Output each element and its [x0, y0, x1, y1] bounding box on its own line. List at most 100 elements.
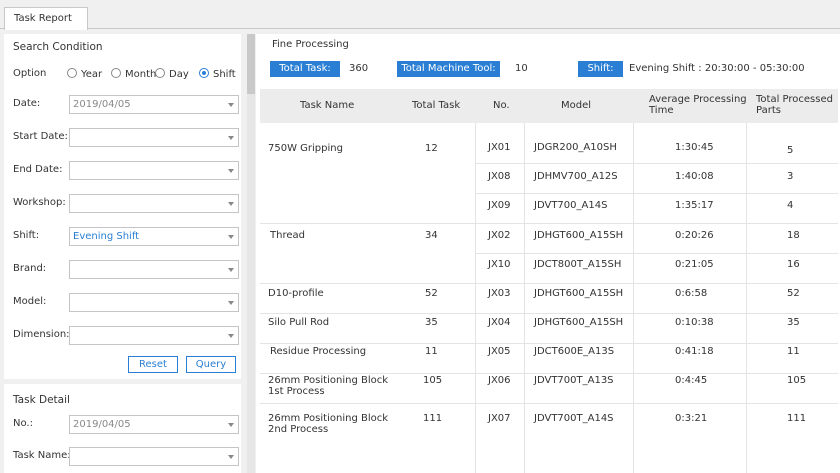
shift-label: Shift: — [13, 230, 40, 241]
row-model: JDCT600E_A13S — [534, 346, 615, 357]
start-date-select[interactable] — [69, 128, 239, 147]
radio-day-dot[interactable] — [155, 68, 165, 78]
row-divider — [260, 373, 838, 374]
header-avg-time-line2: Time — [649, 105, 674, 116]
task-detail-panel: Task Detail No.: 2019/04/05 Task Name: — [4, 384, 241, 473]
row-divider — [260, 313, 838, 314]
brand-select[interactable] — [69, 260, 239, 279]
model-label: Model: — [13, 296, 47, 307]
col-divider — [475, 123, 476, 473]
task-name-select[interactable] — [69, 447, 239, 466]
row-no: JX07 — [488, 413, 511, 424]
radio-day[interactable]: Day — [155, 68, 189, 80]
col-divider — [524, 123, 525, 473]
row-model: JDVT700T_A14S — [534, 413, 614, 424]
table-row: JX02 JDHGT600_A15SH 0:20:26 18 — [256, 230, 840, 242]
row-parts: 105 — [787, 375, 807, 386]
row-divider — [260, 403, 838, 404]
row-divider — [260, 283, 838, 284]
radio-month-dot[interactable] — [111, 68, 121, 78]
group-total-task: 111 — [423, 413, 443, 424]
row-time: 0:4:45 — [675, 375, 708, 386]
group-task-name: D10-profile — [268, 288, 324, 299]
workshop-row: Workshop: — [13, 194, 241, 214]
row-parts: 35 — [787, 317, 800, 328]
row-time: 0:10:38 — [675, 317, 714, 328]
left-scrollbar[interactable] — [247, 34, 255, 473]
row-parts: 16 — [787, 259, 800, 270]
row-divider — [475, 193, 838, 194]
table-row: JX03 JDHGT600_A15SH 0:6:58 52 — [256, 288, 840, 300]
header-no: No. — [493, 100, 510, 111]
option-label: Option — [13, 68, 47, 79]
group-total-task: 35 — [425, 317, 438, 328]
group-task-name: 26mm Positioning Block 2nd Process — [268, 413, 388, 435]
radio-year-dot[interactable] — [67, 68, 77, 78]
radio-shift-dot[interactable] — [199, 68, 209, 78]
group-total-task: 11 — [425, 346, 438, 357]
date-value: 2019/04/05 — [73, 99, 131, 110]
row-time: 1:30:45 — [675, 142, 714, 153]
header-avg-time-line1: Average Processing — [649, 94, 747, 105]
radio-shift[interactable]: Shift — [199, 68, 236, 80]
tab-task-report[interactable]: Task Report — [4, 7, 88, 30]
end-date-label: End Date: — [13, 164, 63, 175]
brand-row: Brand: — [13, 260, 241, 280]
row-time: 0:21:05 — [675, 259, 714, 270]
shift-select[interactable]: Evening Shift — [69, 227, 239, 246]
workshop-select[interactable] — [69, 194, 239, 213]
row-no: JX05 — [488, 346, 511, 357]
no-row: No.: 2019/04/05 — [13, 415, 241, 435]
workshop-label: Workshop: — [13, 197, 66, 208]
chevron-down-icon — [228, 423, 234, 427]
left-scrollbar-thumb[interactable] — [247, 34, 255, 94]
end-date-row: End Date: — [13, 161, 241, 181]
group-task-name-line2: 2nd Process — [268, 424, 329, 435]
no-value: 2019/04/05 — [73, 419, 131, 430]
row-divider — [475, 253, 838, 254]
row-time: 0:20:26 — [675, 230, 714, 241]
row-model: JDGR200_A10SH — [534, 142, 617, 153]
row-model: JDVT700T_A13S — [534, 375, 614, 386]
group-task-name-line1: 26mm Positioning Block — [268, 413, 389, 424]
no-select[interactable]: 2019/04/05 — [69, 415, 239, 434]
header-parts: Total Processed Parts — [756, 94, 833, 116]
row-time: 1:35:17 — [675, 200, 714, 211]
report-panel: Fine Processing Total Task: 360 Total Ma… — [256, 34, 840, 473]
reset-button[interactable]: Reset — [128, 356, 178, 373]
table-row: JX09 JDVT700_A14S 1:35:17 4 — [256, 200, 840, 212]
task-name-row: Task Name: — [13, 447, 241, 467]
date-row: Date: 2019/04/05 — [13, 95, 241, 115]
row-time: 0:6:58 — [675, 288, 708, 299]
radio-year[interactable]: Year — [67, 68, 102, 80]
radio-month-label: Month — [125, 69, 157, 80]
chevron-down-icon — [228, 455, 234, 459]
search-condition-title: Search Condition — [13, 41, 103, 53]
table-row: JX06 JDVT700T_A13S 0:4:45 105 — [256, 375, 840, 387]
date-label: Date: — [13, 98, 41, 109]
radio-month[interactable]: Month — [111, 68, 156, 80]
row-time: 1:40:08 — [675, 171, 714, 182]
header-parts-line1: Total Processed — [756, 94, 833, 105]
group-total-task: 34 — [425, 230, 438, 241]
row-model: JDVT700_A14S — [534, 200, 608, 211]
row-parts: 52 — [787, 288, 800, 299]
row-model: JDHGT600_A15SH — [534, 288, 624, 299]
chevron-down-icon — [228, 334, 234, 338]
model-select[interactable] — [69, 293, 239, 312]
row-time: 0:41:18 — [675, 346, 714, 357]
total-task-badge: Total Task: — [270, 61, 340, 77]
row-no: JX10 — [488, 259, 511, 270]
row-model: JDCT800T_A15SH — [534, 259, 622, 270]
dimension-label: Dimension: — [13, 329, 70, 340]
dimension-select[interactable] — [69, 326, 239, 345]
search-condition-panel: Search Condition Option Year Month Day S… — [4, 34, 241, 379]
date-select[interactable]: 2019/04/05 — [69, 95, 239, 114]
col-divider — [746, 123, 747, 473]
col-divider — [633, 123, 634, 473]
row-parts: 111 — [787, 413, 807, 424]
chevron-down-icon — [228, 301, 234, 305]
end-date-select[interactable] — [69, 161, 239, 180]
query-button[interactable]: Query — [186, 356, 236, 373]
option-row: Option Year Month Day Shift — [13, 65, 241, 85]
